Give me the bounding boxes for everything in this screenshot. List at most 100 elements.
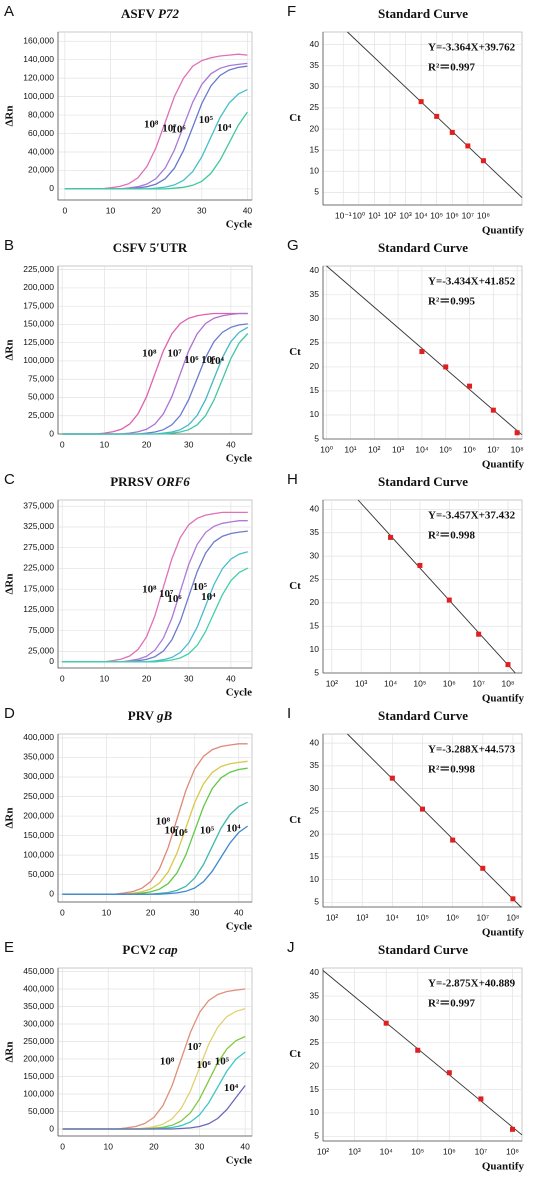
y-tick-label: 20 [310,123,320,133]
y-tick-label: 100,000 [23,91,54,101]
title-text: CSFV [113,240,148,255]
x-tick-label: 40 [240,1141,250,1151]
y-tick-label: 275,000 [23,542,54,552]
y-axis-label: Ct [289,346,301,358]
y-tick-label: 200,000 [23,1053,54,1063]
x-tick-label: 30 [197,205,207,215]
y-tick-label: 160,000 [23,35,54,45]
data-point [480,865,486,871]
y-tick-label: 20 [310,361,320,371]
data-point [418,99,424,105]
y-tick-label: 30 [310,1014,320,1024]
x-tick-label: 10² [326,912,338,922]
data-point [389,775,395,781]
x-tick-label: 10⁶ [446,912,459,922]
y-tick-label: 120,000 [23,72,54,82]
x-tick-label: 10⁵ [439,444,452,454]
x-tick-label: 10² [317,1146,329,1156]
x-axis-label: Cycle [226,453,252,465]
y-axis-label: ΔRn [4,808,16,829]
y-axis-label: Ct [289,580,301,592]
y-tick-label: 200,000 [23,282,54,292]
plot-area [57,967,253,1137]
r-squared: R²＝0.998 [428,530,475,542]
x-tick-label: 10⁷ [472,678,485,688]
plot-area [57,31,253,201]
y-tick-label: 15 [310,620,320,630]
chart-title: ASFV P72 [121,6,179,21]
y-axis-label: Ct [289,112,301,124]
x-tick-label: 10⁴ [415,444,428,454]
equation: Y=-3.288X+44.573 [428,744,516,756]
x-tick-label: 10³ [399,210,411,220]
x-tick-label: 10³ [355,678,367,688]
x-tick-label: 0 [60,907,65,917]
x-tick-label: 10⁷ [487,444,500,454]
panel-letter: F [287,3,296,20]
x-tick-label: 0 [60,439,65,449]
y-tick-label: 40,000 [28,146,54,156]
panel-letter: G [287,237,299,254]
x-tick-label: 10⁶ [443,1146,456,1156]
x-tick-label: 10⁷ [475,1146,488,1156]
data-point [388,534,394,540]
y-tick-label: 225,000 [23,264,54,274]
y-tick-label: 60,000 [28,128,54,138]
panel-letter: B [4,237,14,254]
y-tick-label: 35 [310,760,320,770]
panel-letter: A [4,3,14,20]
chart-title: Standard Curve [378,6,468,21]
curve-label: 10⁵ [200,825,215,837]
y-tick-label: 5 [314,667,319,677]
x-tick-label: 10² [384,210,396,220]
x-tick-label: 10⁷ [462,210,475,220]
y-tick-label: 15 [310,1084,320,1094]
y-tick-label: 80,000 [28,109,54,119]
r-squared: R²＝0.997 [428,62,475,74]
curve-label: 10⁵ [201,354,216,366]
x-tick-label: 30 [184,439,194,449]
data-point [443,364,449,370]
data-point [446,597,452,603]
x-tick-label: 10⁴ [380,1146,393,1156]
title-text: ASFV [121,6,156,21]
curve-label: 10⁶ [184,354,199,366]
curve-label: 10⁴ [226,823,241,835]
data-point [467,383,473,389]
y-tick-label: 25,000 [28,646,54,656]
x-tick-label: 10³ [356,912,368,922]
x-tick-label: 10 [103,1141,113,1151]
data-point [478,1096,484,1102]
x-axis-label: Cycle [226,687,252,699]
panel-letter: I [287,705,291,722]
y-tick-label: 0 [49,888,54,898]
curve-label: 10⁶ [196,1059,211,1071]
y-tick-label: 300,000 [23,771,54,781]
y-tick-label: 20,000 [28,165,54,175]
data-point [514,430,520,436]
curve-label: 10⁷ [159,588,174,600]
y-tick-label: 250,000 [23,1036,54,1046]
chart-title: PCV2 cap [122,942,178,957]
y-tick-label: 175,000 [23,300,54,310]
y-tick-label: 450,000 [23,966,54,976]
y-tick-label: 100,000 [23,849,54,859]
y-tick-label: 75,000 [28,373,54,383]
curve-label: 10⁸ [142,347,157,359]
x-tick-label: 10⁶ [463,444,476,454]
curve-label: 10⁸ [156,816,171,828]
x-tick-label: 40 [243,205,253,215]
chart-title: PRV gB [128,708,173,723]
y-axis-label: Ct [289,1048,301,1060]
y-tick-label: 200,000 [23,810,54,820]
x-tick-label: 10⁵ [430,210,443,220]
data-point [480,158,486,164]
y-tick-label: 40 [310,737,320,747]
y-tick-label: 0 [49,1123,54,1133]
data-point [465,143,471,149]
x-tick-label: 10⁰ [352,210,365,220]
y-tick-label: 40 [310,504,320,514]
x-tick-label: 10² [326,678,338,688]
data-point [417,562,423,568]
